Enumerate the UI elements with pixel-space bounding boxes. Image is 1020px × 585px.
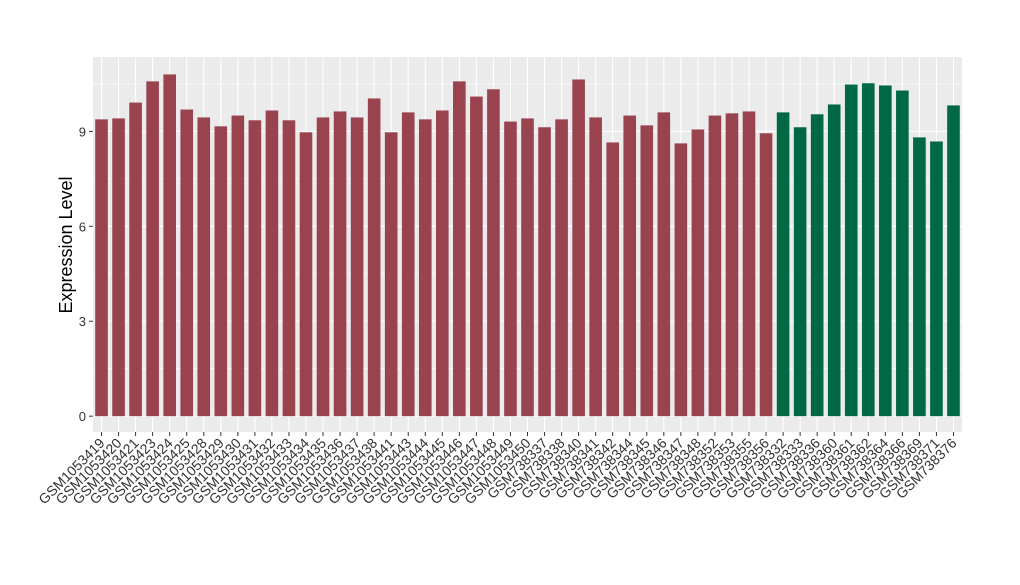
bar [896,90,909,417]
bar [521,118,534,417]
bar [947,105,960,417]
bar [725,113,739,417]
bar [231,115,245,417]
bar [129,102,142,417]
y-axis-label: Expression Level [56,176,76,313]
bar [401,112,415,417]
bar [844,84,858,417]
bar [112,118,125,417]
bar [384,132,398,417]
bar [589,117,602,417]
bar [146,81,159,417]
y-tick-label: 9 [79,124,86,139]
y-tick-label: 3 [79,314,86,329]
bar [248,120,262,417]
bar [333,111,347,417]
bar [759,133,773,417]
bar [674,143,688,417]
bar [879,85,892,417]
bar [265,110,279,417]
bar [163,74,176,417]
bar [793,127,807,417]
bar [913,137,926,417]
bar [180,109,194,417]
bar [316,117,330,417]
bar [487,89,500,417]
y-tick-label: 6 [79,219,86,234]
bar [470,96,483,417]
bar [350,117,364,417]
bar [708,115,722,417]
bar [538,127,551,417]
bar [691,129,705,417]
bar [861,83,875,417]
bar [418,119,432,417]
bar [555,119,568,417]
bar [95,119,108,417]
bar [504,121,517,417]
bar [572,79,585,417]
bar [810,114,824,417]
bar [742,111,756,417]
bar [930,141,943,417]
bar [282,120,296,417]
bar [640,125,654,417]
bar [197,117,211,417]
bar [299,132,313,417]
bar [453,81,466,417]
bar [367,98,381,417]
bar [776,112,790,417]
bar [606,142,620,417]
bar [827,104,841,417]
bar [435,110,449,417]
bar [657,112,671,417]
y-tick-label: 0 [79,409,86,424]
bar [214,126,228,417]
bar [623,115,637,417]
